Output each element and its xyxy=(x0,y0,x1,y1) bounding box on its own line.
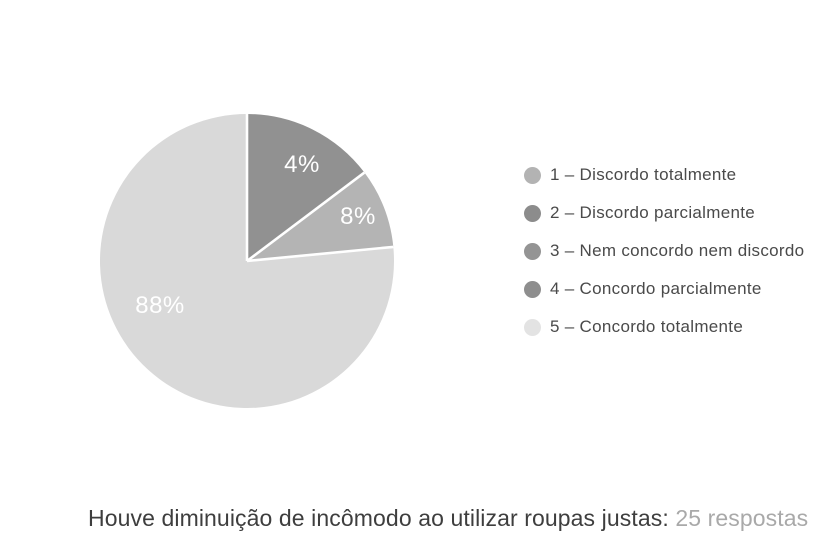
legend-item-label: 4 – Concordo parcialmente xyxy=(550,279,762,298)
legend-item-label: 1 – Discordo totalmente xyxy=(550,165,737,184)
legend-item-2: 2 – Discordo parcialmente xyxy=(524,194,804,232)
legend-item-label: 5 – Concordo totalmente xyxy=(550,317,744,336)
legend-item-5: 5 – Concordo totalmente xyxy=(524,308,804,346)
legend-swatch-2 xyxy=(524,204,541,222)
legend-item-label: 3 – Nem concordo nem discordo xyxy=(550,241,805,260)
caption-question: Houve diminuição de incômodo ao utilizar… xyxy=(88,505,669,531)
legend-swatch-3 xyxy=(524,242,541,260)
legend-item-label: 2 – Discordo parcialmente xyxy=(550,203,755,222)
caption-response-count: 25 respostas xyxy=(675,505,809,531)
slice-separator xyxy=(246,171,366,263)
legend-swatch-5 xyxy=(524,318,541,336)
legend-item-1: 1 – Discordo totalmente xyxy=(524,156,804,194)
pie-chart-svg xyxy=(99,114,394,408)
pie-chart: 4% 8% 88% xyxy=(92,106,402,416)
legend-swatch-1 xyxy=(524,166,541,184)
legend-item-3: 3 – Nem concordo nem discordo xyxy=(524,232,804,270)
legend-item-4: 4 – Concordo parcialmente xyxy=(524,270,804,308)
pie-slice-4pct xyxy=(247,114,365,261)
pie-slice-8pct xyxy=(247,172,394,261)
chart-legend: 1 – Discordo totalmente 2 – Discordo parc… xyxy=(524,156,804,346)
slice-separator xyxy=(246,245,394,263)
legend-swatch-4 xyxy=(524,280,541,298)
chart-caption: Houve diminuição de incômodo ao utilizar… xyxy=(88,505,808,532)
